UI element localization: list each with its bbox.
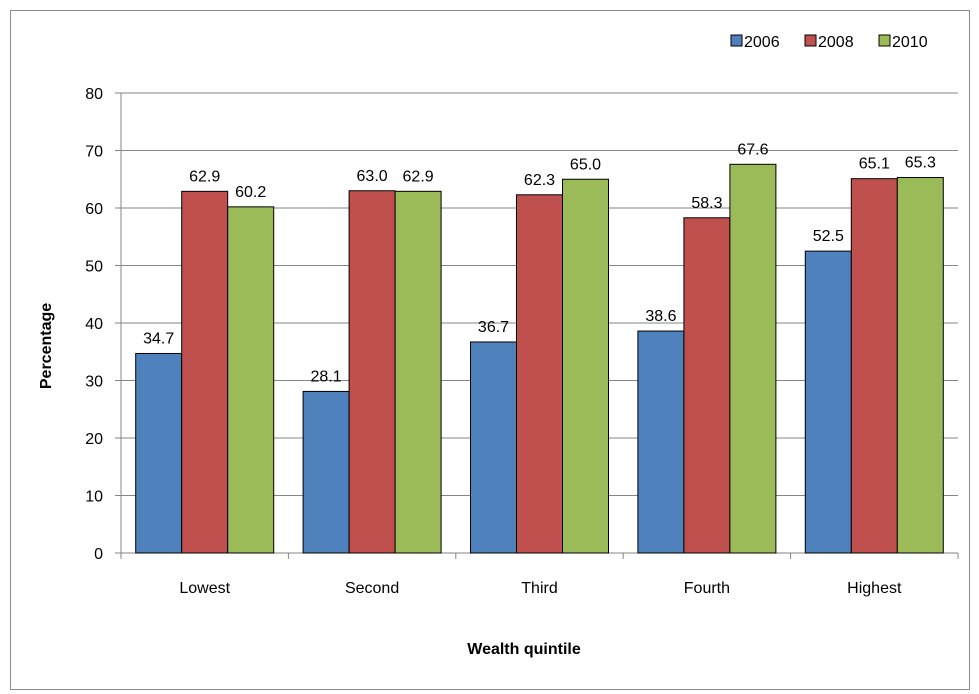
bar (135, 352, 183, 554)
y-tick-label: 60 (85, 201, 103, 218)
data-label: 62.9 (403, 168, 434, 185)
bar (348, 190, 396, 554)
bar (850, 178, 898, 554)
bar (181, 190, 229, 554)
y-tick-label: 20 (85, 431, 103, 448)
y-tick-label: 50 (85, 259, 103, 276)
legend-label: 2010 (892, 34, 928, 51)
bar (227, 206, 275, 554)
bars (135, 163, 944, 554)
data-label: 65.1 (859, 156, 890, 173)
bar (804, 250, 852, 554)
data-label: 28.1 (311, 368, 342, 385)
data-label: 34.7 (143, 330, 174, 347)
x-tick-label: Third (521, 580, 557, 597)
data-label: 62.3 (524, 172, 555, 189)
data-label: 63.0 (357, 168, 388, 185)
y-tick-label: 40 (85, 316, 103, 333)
data-labels: 34.7 62.9 60.2 28.1 63.0 62.9 36.7 62.3 65.0 38.6… (143, 141, 936, 385)
bar (896, 177, 944, 554)
x-tick-label: Highest (847, 580, 902, 597)
data-label: 65.0 (570, 156, 601, 173)
y-tick-label: 80 (85, 86, 103, 103)
y-tick-label: 10 (85, 489, 103, 506)
bar (562, 178, 609, 554)
y-tick-label: 30 (85, 374, 103, 391)
x-tick-label: Fourth (684, 580, 730, 597)
legend-swatch (804, 34, 817, 47)
data-label: 60.2 (235, 184, 266, 201)
data-label: 58.3 (691, 195, 722, 212)
bar (470, 341, 517, 554)
bar (729, 163, 777, 554)
data-label: 65.3 (905, 155, 936, 172)
bar (394, 190, 442, 554)
bar (516, 194, 563, 554)
data-label: 62.9 (189, 168, 220, 185)
y-axis-title: Percentage (38, 303, 55, 389)
legend-swatch (878, 34, 891, 47)
y-tick-label: 0 (94, 546, 103, 563)
legend-swatch (730, 34, 743, 47)
x-tick-label: Second (345, 580, 399, 597)
x-tick-label: Lowest (179, 580, 230, 597)
data-label: 52.5 (813, 228, 844, 245)
x-axis-title: Wealth quintile (467, 641, 581, 658)
bar (637, 330, 685, 554)
data-label: 67.6 (737, 141, 768, 158)
legend-label: 2008 (818, 34, 854, 51)
legend-label: 2006 (744, 34, 780, 51)
chart-border (10, 10, 970, 690)
data-label: 36.7 (478, 319, 509, 336)
data-label: 38.6 (645, 308, 676, 325)
bar (302, 390, 350, 554)
legend: 2006 2008 2010 (730, 34, 928, 51)
bar (683, 217, 731, 554)
y-tick-label: 70 (85, 144, 103, 161)
